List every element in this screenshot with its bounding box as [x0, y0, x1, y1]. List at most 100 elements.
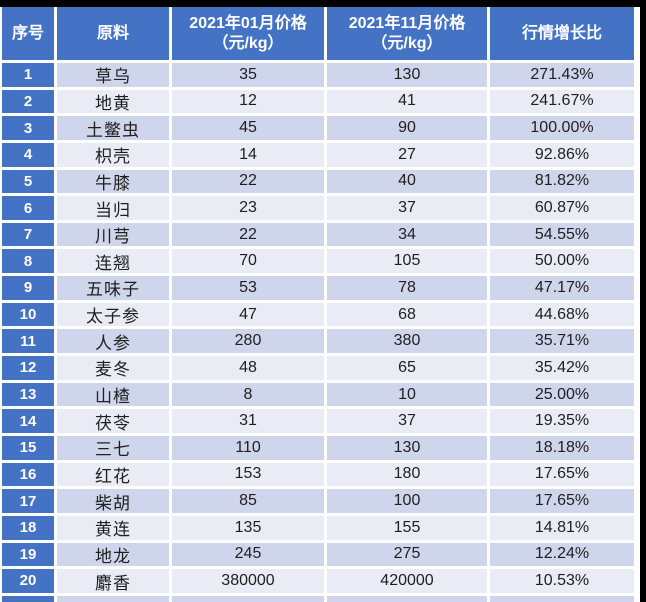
cell-material: 人参 — [57, 329, 169, 354]
cell-material: 茯苓 — [57, 409, 169, 433]
cell-material: 地黄 — [57, 89, 169, 114]
cell-price-jan: 35 — [172, 63, 324, 87]
cell-growth: 44.68% — [490, 302, 634, 327]
cell-growth: 10.53% — [490, 569, 634, 593]
cell-material: 麝香 — [57, 569, 169, 593]
cell-price-jan: 14 — [172, 142, 324, 167]
cell-price-jan: 31 — [172, 409, 324, 433]
cell-growth: 14.81% — [490, 515, 634, 540]
cell-material: 三七 — [57, 435, 169, 460]
cell-price-jan: 12 — [172, 89, 324, 114]
cell-growth: 35.71% — [490, 329, 634, 354]
cell-material: 红花 — [57, 462, 169, 487]
cell-price-jan: 23 — [172, 196, 324, 220]
cell-material: 太子参 — [57, 302, 169, 327]
cell-price-nov: 10 — [327, 382, 487, 407]
cell-growth — [490, 595, 634, 602]
cell-growth: 17.65% — [490, 489, 634, 513]
cell-material: 五味子 — [57, 276, 169, 300]
cell-price-nov: 180 — [327, 462, 487, 487]
cell-price-nov: 68 — [327, 302, 487, 327]
cell-price-jan: 8 — [172, 382, 324, 407]
header-cell-price-nov: 2021年11月价格 （元/kg） — [327, 7, 487, 60]
cell-material: 连翘 — [57, 249, 169, 274]
cell-index: 8 — [2, 249, 54, 274]
cell-index: 12 — [2, 356, 54, 380]
cell-price-jan: 85 — [172, 489, 324, 513]
cell-price-nov: 105 — [327, 249, 487, 274]
cell-price-jan: 245 — [172, 542, 324, 567]
cell-growth: 50.00% — [490, 249, 634, 274]
frame-right-border — [640, 0, 646, 602]
cell-material: 柴胡 — [57, 489, 169, 513]
frame-top-border — [0, 0, 646, 7]
header-cell-material: 原料 — [57, 7, 169, 60]
header-cell-growth: 行情增长比 — [490, 7, 634, 60]
cell-index: 17 — [2, 489, 54, 513]
cell-index: 4 — [2, 142, 54, 167]
cell-price-nov — [327, 595, 487, 602]
cell-price-nov: 90 — [327, 116, 487, 140]
cell-index: 16 — [2, 462, 54, 487]
cell-growth: 60.87% — [490, 196, 634, 220]
cell-price-nov: 41 — [327, 89, 487, 114]
cell-material: 草乌 — [57, 63, 169, 87]
cell-material: 山楂 — [57, 382, 169, 407]
cell-index: 15 — [2, 435, 54, 460]
cell-price-jan: 70 — [172, 249, 324, 274]
cell-price-jan: 153 — [172, 462, 324, 487]
cell-growth: 35.42% — [490, 356, 634, 380]
cell-material: 土鳖虫 — [57, 116, 169, 140]
cell-growth: 54.55% — [490, 222, 634, 247]
cell-material: 地龙 — [57, 542, 169, 567]
cell-index: 3 — [2, 116, 54, 140]
cell-price-nov: 37 — [327, 409, 487, 433]
cell-material: 川芎 — [57, 222, 169, 247]
cell-index: 1 — [2, 63, 54, 87]
cell-index — [2, 595, 54, 602]
cell-price-jan: 53 — [172, 276, 324, 300]
cell-index: 14 — [2, 409, 54, 433]
cell-price-nov: 130 — [327, 435, 487, 460]
cell-price-nov: 34 — [327, 222, 487, 247]
cell-price-jan: 135 — [172, 515, 324, 540]
cell-price-jan: 22 — [172, 222, 324, 247]
cell-growth: 81.82% — [490, 169, 634, 194]
cell-price-nov: 78 — [327, 276, 487, 300]
cell-growth: 18.18% — [490, 435, 634, 460]
cell-index: 18 — [2, 515, 54, 540]
cell-growth: 17.65% — [490, 462, 634, 487]
cell-index: 10 — [2, 302, 54, 327]
cell-price-jan: 45 — [172, 116, 324, 140]
cell-growth: 271.43% — [490, 63, 634, 87]
cell-material: 麦冬 — [57, 356, 169, 380]
cell-index: 9 — [2, 276, 54, 300]
cell-index: 13 — [2, 382, 54, 407]
cell-price-jan: 48 — [172, 356, 324, 380]
cell-price-nov: 37 — [327, 196, 487, 220]
cell-price-jan — [172, 595, 324, 602]
header-cell-index: 序号 — [2, 7, 54, 60]
cell-price-nov: 27 — [327, 142, 487, 167]
cell-index: 7 — [2, 222, 54, 247]
cell-material: 枳壳 — [57, 142, 169, 167]
cell-price-nov: 130 — [327, 63, 487, 87]
cell-price-nov: 100 — [327, 489, 487, 513]
cell-price-nov: 155 — [327, 515, 487, 540]
cell-price-nov: 420000 — [327, 569, 487, 593]
cell-price-jan: 380000 — [172, 569, 324, 593]
cell-index: 6 — [2, 196, 54, 220]
cell-price-nov: 275 — [327, 542, 487, 567]
cell-material: 黄连 — [57, 515, 169, 540]
cell-index: 20 — [2, 569, 54, 593]
cell-growth: 241.67% — [490, 89, 634, 114]
cell-price-nov: 40 — [327, 169, 487, 194]
cell-price-jan: 47 — [172, 302, 324, 327]
cell-price-jan: 280 — [172, 329, 324, 354]
price-table: 序号 原料 2021年01月价格 （元/kg） 2021年11月价格 （元/kg… — [2, 7, 640, 602]
cell-index: 5 — [2, 169, 54, 194]
cell-price-nov: 380 — [327, 329, 487, 354]
cell-index: 19 — [2, 542, 54, 567]
cell-growth: 12.24% — [490, 542, 634, 567]
